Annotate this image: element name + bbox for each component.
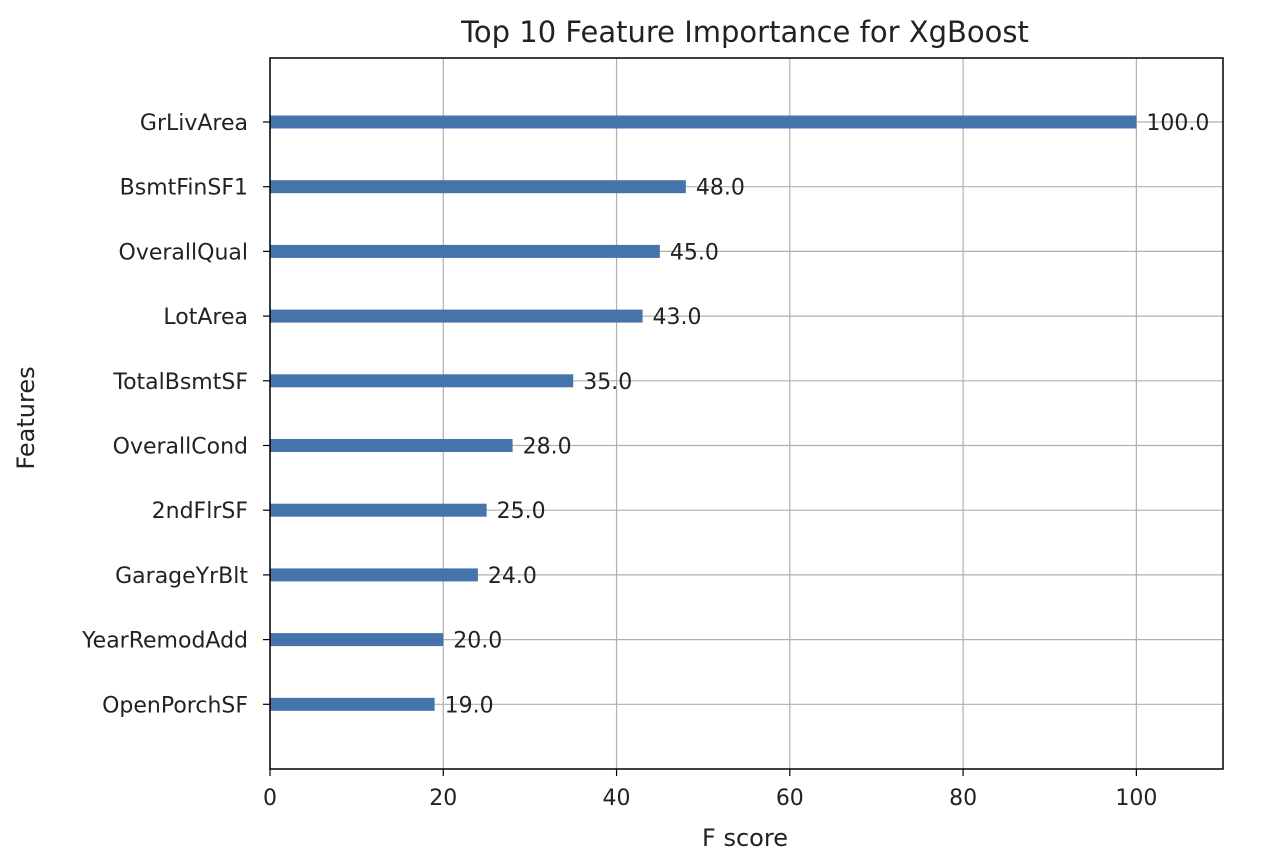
chart-title: Top 10 Feature Importance for XgBoost: [460, 15, 1029, 49]
y-tick-label: LotArea: [163, 305, 248, 330]
value-label: 100.0: [1146, 111, 1209, 136]
x-tick-label: 20: [429, 786, 457, 811]
value-label: 28.0: [523, 435, 572, 460]
bar-layer: [270, 115, 1137, 711]
value-label: 43.0: [653, 305, 702, 330]
value-label: 48.0: [696, 176, 745, 201]
bar-OverallQual: [270, 244, 660, 258]
x-tick-label: 40: [603, 786, 631, 811]
bar-GarageYrBlt: [270, 568, 478, 582]
bar-OverallCond: [270, 439, 513, 452]
x-tick-label: 0: [263, 786, 277, 811]
x-tick-label: 60: [776, 786, 804, 811]
value-label: 35.0: [583, 370, 632, 395]
value-label-layer: 100.0 48.0 45.0 43.0 35.0 28.0 25.0 24.0 20.0 19.…: [445, 111, 1210, 718]
y-tick-label: OverallCond: [113, 435, 248, 460]
x-tick-label: 80: [949, 786, 977, 811]
y-tick-label: OverallQual: [119, 240, 248, 265]
y-tick-label: YearRemodAdd: [81, 629, 248, 654]
bar-YearRemodAdd: [270, 633, 444, 647]
y-tick-label: TotalBsmtSF: [112, 370, 248, 395]
y-axis-label: Features: [12, 366, 40, 469]
value-label: 45.0: [670, 240, 719, 265]
plot-frame: [269, 57, 1224, 770]
value-label: 19.0: [445, 693, 494, 718]
grid-layer: [269, 58, 1223, 769]
y-tick-label: GarageYrBlt: [115, 564, 248, 589]
x-axis-label: F score: [702, 824, 788, 852]
bar-TotalBsmtSF: [270, 374, 574, 388]
y-tick-label: GrLivArea: [140, 111, 248, 136]
bar-GrLivArea: [270, 115, 1137, 129]
bar-LotArea: [270, 309, 643, 323]
y-tick-label: BsmtFinSF1: [120, 176, 248, 201]
y-tick-label: 2ndFlrSF: [152, 499, 248, 524]
bar-2ndFlrSF: [270, 503, 487, 517]
value-label: 20.0: [453, 629, 502, 654]
value-label: 25.0: [497, 499, 546, 524]
bar-OpenPorchSF: [270, 697, 435, 711]
tick-layer: 0 20 40 60 80 100 GrLivArea BsmtFinSF1 OverallQu…: [81, 111, 1157, 811]
x-tick-label: 100: [1115, 786, 1157, 811]
value-label: 24.0: [488, 564, 537, 589]
y-tick-label: OpenPorchSF: [102, 693, 248, 718]
bar-BsmtFinSF1: [270, 180, 686, 194]
